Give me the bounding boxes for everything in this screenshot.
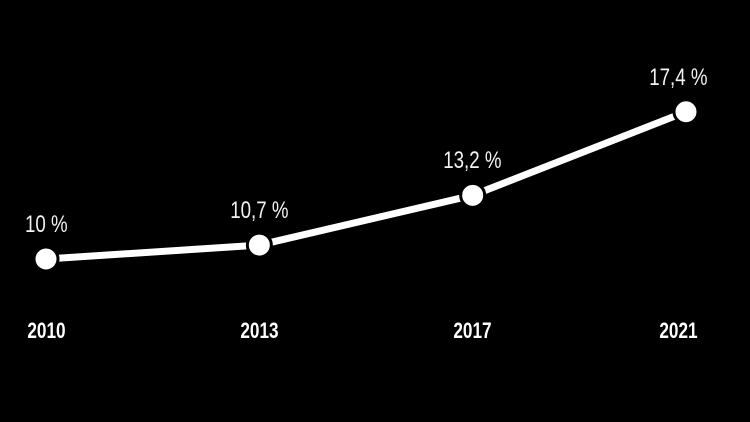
x-axis-label-text: 2021: [658, 318, 698, 343]
data-point-label-text: 13,2 %: [443, 147, 502, 175]
data-point-marker: [245, 231, 273, 259]
data-point-marker: [459, 181, 487, 209]
data-point-label: 10 %: [0, 211, 126, 238]
trend-line: [42, 108, 690, 263]
data-point-marker: [672, 98, 700, 126]
x-axis-label: 2013: [179, 319, 339, 343]
marker-layer: [32, 98, 700, 273]
data-point-label: 13,2 %: [393, 147, 553, 174]
data-point-label: 17,4 %: [598, 64, 750, 91]
x-axis-label: 2010: [0, 319, 126, 343]
data-point-label-text: 10,7 %: [230, 197, 289, 225]
data-point-marker: [32, 245, 60, 273]
data-point-label: 10,7 %: [179, 197, 339, 224]
x-axis-label-text: 2017: [453, 318, 492, 343]
x-axis-label: 2021: [598, 319, 750, 343]
x-axis-label-text: 2010: [26, 318, 66, 343]
data-point-label-text: 17,4 %: [648, 63, 708, 91]
x-axis-label: 2017: [393, 319, 553, 343]
x-axis-label-text: 2013: [240, 318, 279, 343]
data-point-label-text: 10 %: [24, 211, 68, 238]
